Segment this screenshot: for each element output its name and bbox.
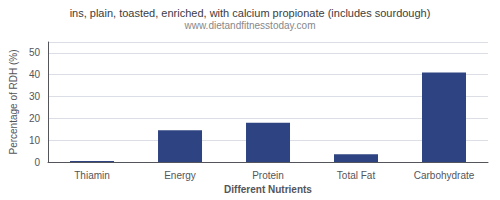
svg-text:30: 30	[29, 91, 41, 102]
svg-text:Protein: Protein	[252, 170, 284, 181]
svg-text:20: 20	[29, 113, 41, 124]
svg-text:Percentage of RDH (%): Percentage of RDH (%)	[8, 49, 19, 154]
svg-text:Different Nutrients: Different Nutrients	[224, 184, 312, 195]
svg-text:0: 0	[34, 157, 40, 168]
svg-text:Thiamin: Thiamin	[74, 170, 110, 181]
svg-text:40: 40	[29, 69, 41, 80]
svg-text:Carbohydrate: Carbohydrate	[414, 170, 475, 181]
svg-text:ins, plain, toasted, enriched,: ins, plain, toasted, enriched, with calc…	[70, 7, 431, 19]
svg-text:Total Fat: Total Fat	[337, 170, 376, 181]
svg-text:www.dietandfitnesstoday.com: www.dietandfitnesstoday.com	[184, 20, 316, 31]
svg-text:10: 10	[29, 135, 41, 146]
svg-text:50: 50	[29, 47, 41, 58]
svg-text:Energy: Energy	[164, 170, 196, 181]
